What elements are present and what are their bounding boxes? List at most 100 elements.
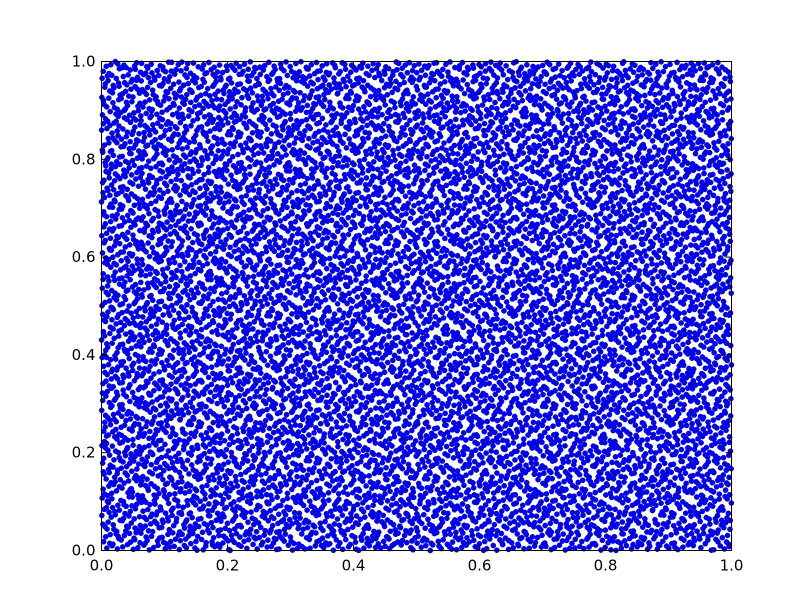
scatter-point [316,363,323,369]
scatter-point [416,265,422,272]
scatter-point [396,303,402,309]
scatter-point [678,110,685,116]
scatter-point [264,362,271,369]
scatter-point [368,151,375,157]
scatter-point [647,216,654,223]
scatter-point [686,119,693,125]
scatter-point [408,295,414,302]
scatter-point [649,276,656,282]
scatter-point [462,338,468,345]
scatter-point [497,95,503,102]
scatter-point [160,476,166,483]
scatter-point [480,285,487,291]
scatter-point [452,319,459,325]
scatter-point [177,537,184,544]
scatter-point [492,167,499,173]
scatter-point [609,310,615,317]
scatter-point [553,96,560,103]
scatter-point [701,165,707,171]
scatter-point [294,433,301,439]
scatter-point [480,337,487,344]
scatter-point [179,146,186,152]
scatter-point [690,101,697,107]
scatter-point [621,269,627,275]
scatter-point [674,59,680,66]
scatter-point [602,527,609,533]
scatter-point [148,461,155,468]
scatter-point [250,521,257,528]
scatter-point [355,311,361,318]
scatter-point [180,347,187,353]
scatter-point [146,210,152,217]
scatter-point [599,91,605,98]
scatter-point [598,301,605,307]
scatter-point [362,182,369,188]
scatter-point [579,397,585,404]
scatter-point [329,268,336,274]
scatter-point [494,417,501,424]
scatter-point [529,445,536,451]
scatter-point [609,270,616,276]
scatter-point [344,405,351,412]
scatter-point [344,248,350,254]
scatter-point [630,510,637,517]
scatter-point [552,184,558,191]
scatter-point [257,298,264,305]
scatter-point [463,298,470,305]
scatter-point [229,379,236,386]
scatter-point [619,344,625,350]
scatter-point [339,512,346,518]
scatter-point [137,272,144,278]
scatter-point [637,288,644,294]
scatter-point [283,306,289,312]
scatter-point [659,242,666,249]
scatter-point [553,308,559,315]
scatter-point [300,295,306,301]
scatter-point [461,90,468,97]
scatter-point [575,421,582,428]
scatter-point [238,471,244,478]
scatter-point [272,453,279,460]
scatter-point [268,295,274,302]
scatter-point [485,184,492,190]
scatter-point [531,523,537,530]
scatter-point [186,139,193,146]
scatter-point [621,407,627,414]
scatter-point [692,67,699,74]
scatter-point [533,180,540,187]
scatter-point [529,237,536,244]
scatter-point [335,490,342,497]
scatter-point [199,529,206,536]
scatter-point [539,265,546,271]
scatter-point [574,140,580,146]
scatter-point [120,374,127,381]
scatter-point [357,266,363,272]
scatter-point [658,373,664,380]
scatter-point [225,181,232,187]
scatter-point [136,365,143,371]
scatter-point [378,77,385,84]
scatter-point [157,240,164,247]
scatter-point [699,335,706,341]
scatter-point [335,369,342,376]
scatter-point [525,361,531,368]
scatter-point [306,432,312,438]
scatter-point [111,457,117,463]
scatter-point [228,532,235,539]
scatter-point [343,326,349,333]
scatter-point [182,258,188,265]
scatter-point [504,76,511,83]
scatter-point [408,195,415,202]
scatter-point [277,218,284,224]
scatter-point [243,125,250,131]
scatter-point [422,193,429,200]
scatter-point [688,197,695,204]
scatter-point [214,173,221,180]
scatter-point [362,339,369,346]
scatter-point [601,414,608,420]
scatter-point [372,74,378,81]
scatter-point [215,147,222,154]
scatter-point [169,147,176,153]
scatter-point [618,526,625,532]
scatter-point [166,157,173,163]
